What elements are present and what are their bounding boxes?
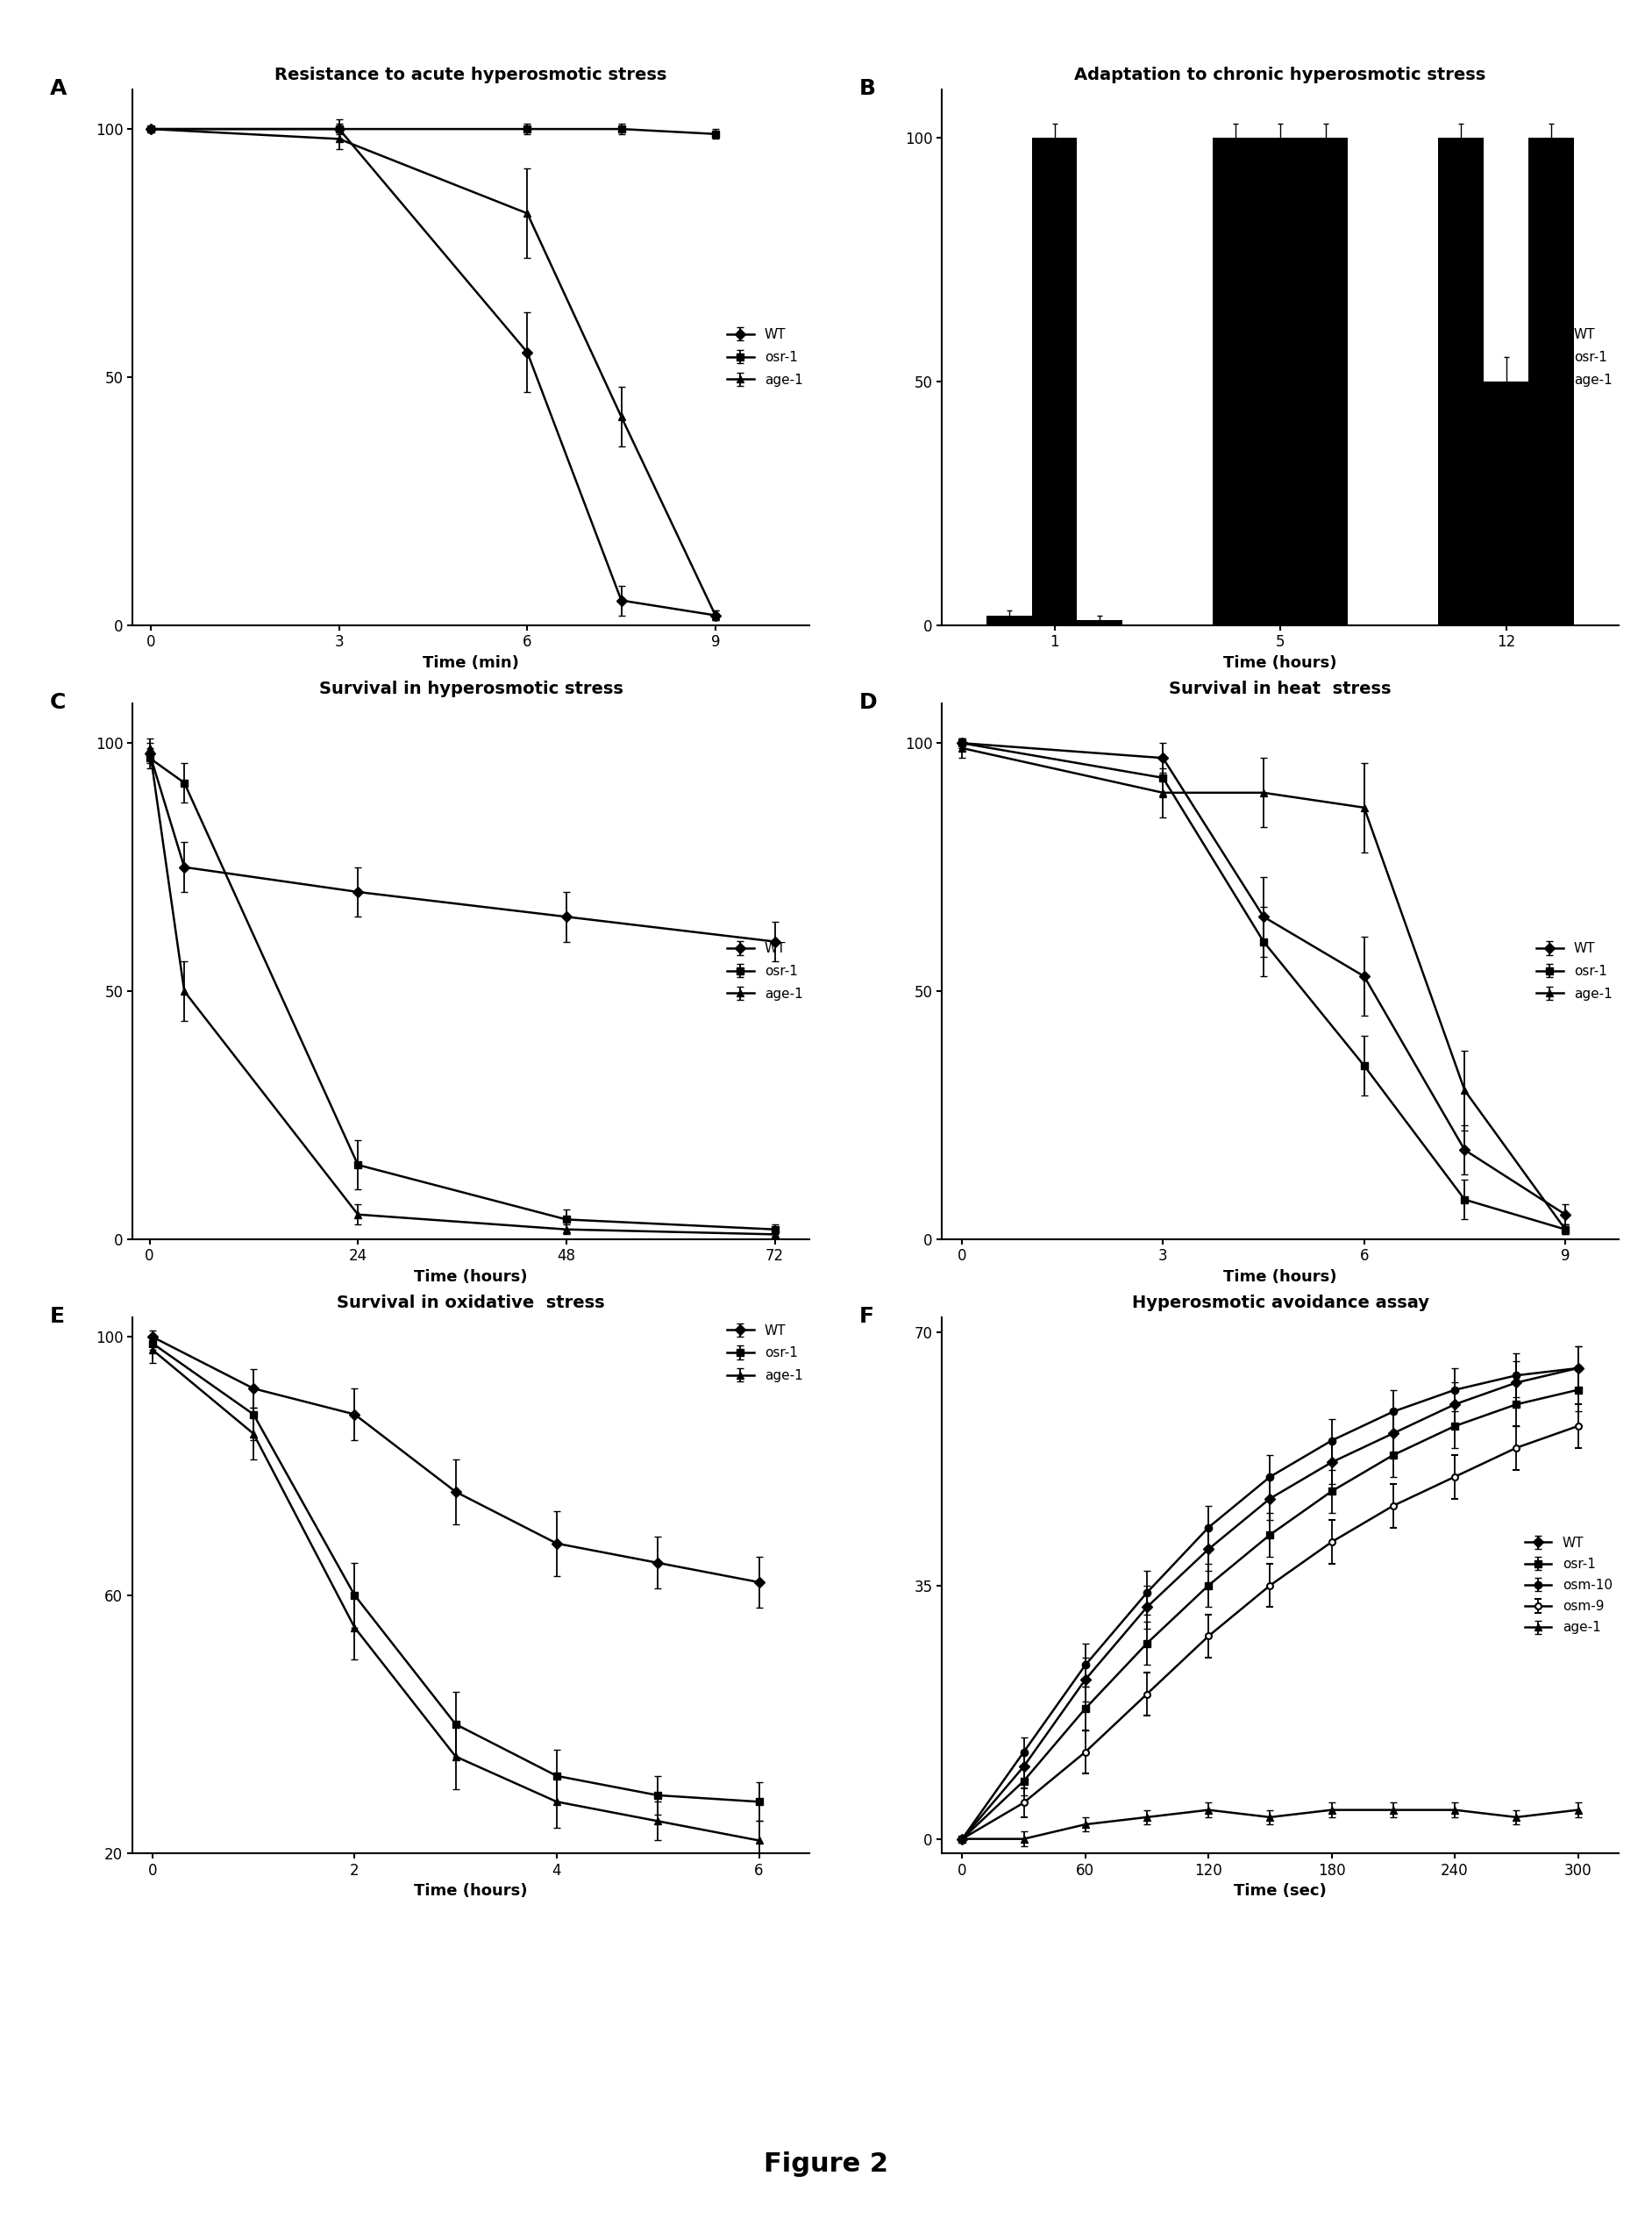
X-axis label: Time (hours): Time (hours) (415, 1268, 527, 1284)
Title: Survival in heat  stress: Survival in heat stress (1170, 681, 1391, 697)
Bar (1439, 138, 1483, 625)
Text: B: B (859, 78, 876, 98)
X-axis label: Time (sec): Time (sec) (1234, 1882, 1327, 1898)
Bar (1483, 382, 1528, 625)
Title: Survival in hyperosmotic stress: Survival in hyperosmotic stress (319, 681, 623, 697)
Title: Survival in oxidative  stress: Survival in oxidative stress (337, 1295, 605, 1311)
Text: E: E (50, 1306, 64, 1326)
Title: Adaptation to chronic hyperosmotic stress: Adaptation to chronic hyperosmotic stres… (1074, 67, 1487, 83)
Text: Figure 2: Figure 2 (763, 2153, 889, 2177)
Bar (1257, 138, 1303, 625)
Bar (1032, 138, 1077, 625)
X-axis label: Time (hours): Time (hours) (1224, 1268, 1336, 1284)
Legend: WT, osr-1, age-1: WT, osr-1, age-1 (1548, 328, 1612, 386)
Bar (1077, 621, 1122, 625)
Legend: WT, osr-1, age-1: WT, osr-1, age-1 (727, 328, 803, 386)
X-axis label: Time (min): Time (min) (423, 654, 519, 670)
Legend: WT, osr-1, age-1: WT, osr-1, age-1 (727, 942, 803, 1000)
Text: F: F (859, 1306, 874, 1326)
X-axis label: Time (hours): Time (hours) (1224, 654, 1336, 670)
Text: C: C (50, 692, 66, 712)
Title: Hyperosmotic avoidance assay: Hyperosmotic avoidance assay (1132, 1295, 1429, 1311)
Legend: WT, osr-1, age-1: WT, osr-1, age-1 (727, 1324, 803, 1382)
Bar (1528, 138, 1574, 625)
Text: A: A (50, 78, 66, 98)
X-axis label: Time (hours): Time (hours) (415, 1882, 527, 1898)
Legend: WT, osr-1, age-1: WT, osr-1, age-1 (1536, 942, 1612, 1000)
Bar (1303, 138, 1348, 625)
Title: Resistance to acute hyperosmotic stress: Resistance to acute hyperosmotic stress (274, 67, 667, 83)
Legend: WT, osr-1, osm-10, osm-9, age-1: WT, osr-1, osm-10, osm-9, age-1 (1525, 1536, 1612, 1635)
Text: D: D (859, 692, 877, 712)
Bar (986, 616, 1032, 625)
Bar (1213, 138, 1257, 625)
